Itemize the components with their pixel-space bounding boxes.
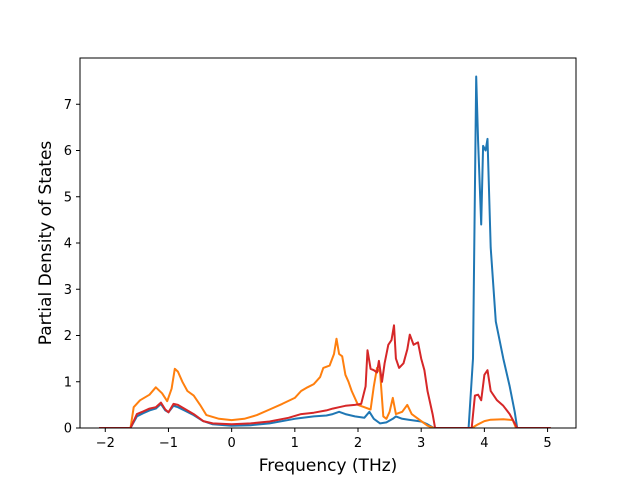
- x-axis-label: Frequency (THz): [259, 456, 398, 476]
- x-tick-label: 2: [354, 436, 362, 451]
- x-tick-label: −2: [96, 436, 115, 451]
- x-tick-label: 3: [417, 436, 425, 451]
- x-tick-label: 5: [543, 436, 551, 451]
- x-tick-label: 4: [480, 436, 488, 451]
- x-tick-label: 0: [228, 436, 236, 451]
- y-tick-label: 7: [64, 98, 72, 113]
- x-tick-label: −1: [159, 436, 178, 451]
- y-axis-label: Partial Density of States: [36, 141, 56, 346]
- plot-frame: [79, 57, 577, 429]
- y-tick-label: 0: [64, 422, 72, 437]
- y-tick-label: 4: [64, 237, 72, 252]
- series-layer: [99, 75, 551, 428]
- y-tick-label: 5: [64, 190, 72, 205]
- series-line-1: [99, 75, 551, 428]
- x-tick-label: 1: [291, 436, 299, 451]
- y-axis-ticks: 0 1 2 3 4 5 6 7: [64, 98, 80, 437]
- x-axis-ticks: −2 −1 0 1 2 3 4 5: [96, 428, 552, 451]
- y-tick-label: 2: [64, 329, 72, 344]
- y-tick-label: 6: [64, 144, 72, 159]
- series-line-3: [99, 324, 551, 428]
- y-tick-label: 1: [64, 375, 72, 390]
- series-line-2: [99, 337, 551, 428]
- y-tick-label: 3: [64, 283, 72, 298]
